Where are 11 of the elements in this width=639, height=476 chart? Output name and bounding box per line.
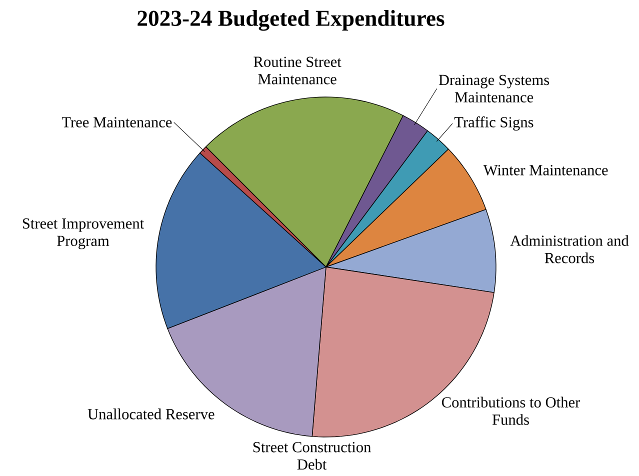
chart-title: 2023-24 Budgeted Expenditures (138, 10, 444, 31)
slice-label: Tree Maintenance (62, 117, 172, 128)
category-label: Street Construction Debt (253, 442, 371, 470)
slice-label: Winter Maintenance (483, 165, 608, 176)
slice-label: Administration and Records (510, 235, 629, 264)
slice-label: Routine Street Maintenance (254, 56, 342, 84)
slice-label: Street Improvement Program (22, 218, 144, 250)
slice-label: Traffic Signs (454, 116, 534, 131)
slice-label: Contributions to Other Funds (442, 396, 580, 425)
slice-label: Unallocated Reserve (88, 408, 214, 420)
slice-label: Drainage Systems Maintenance (438, 74, 550, 102)
